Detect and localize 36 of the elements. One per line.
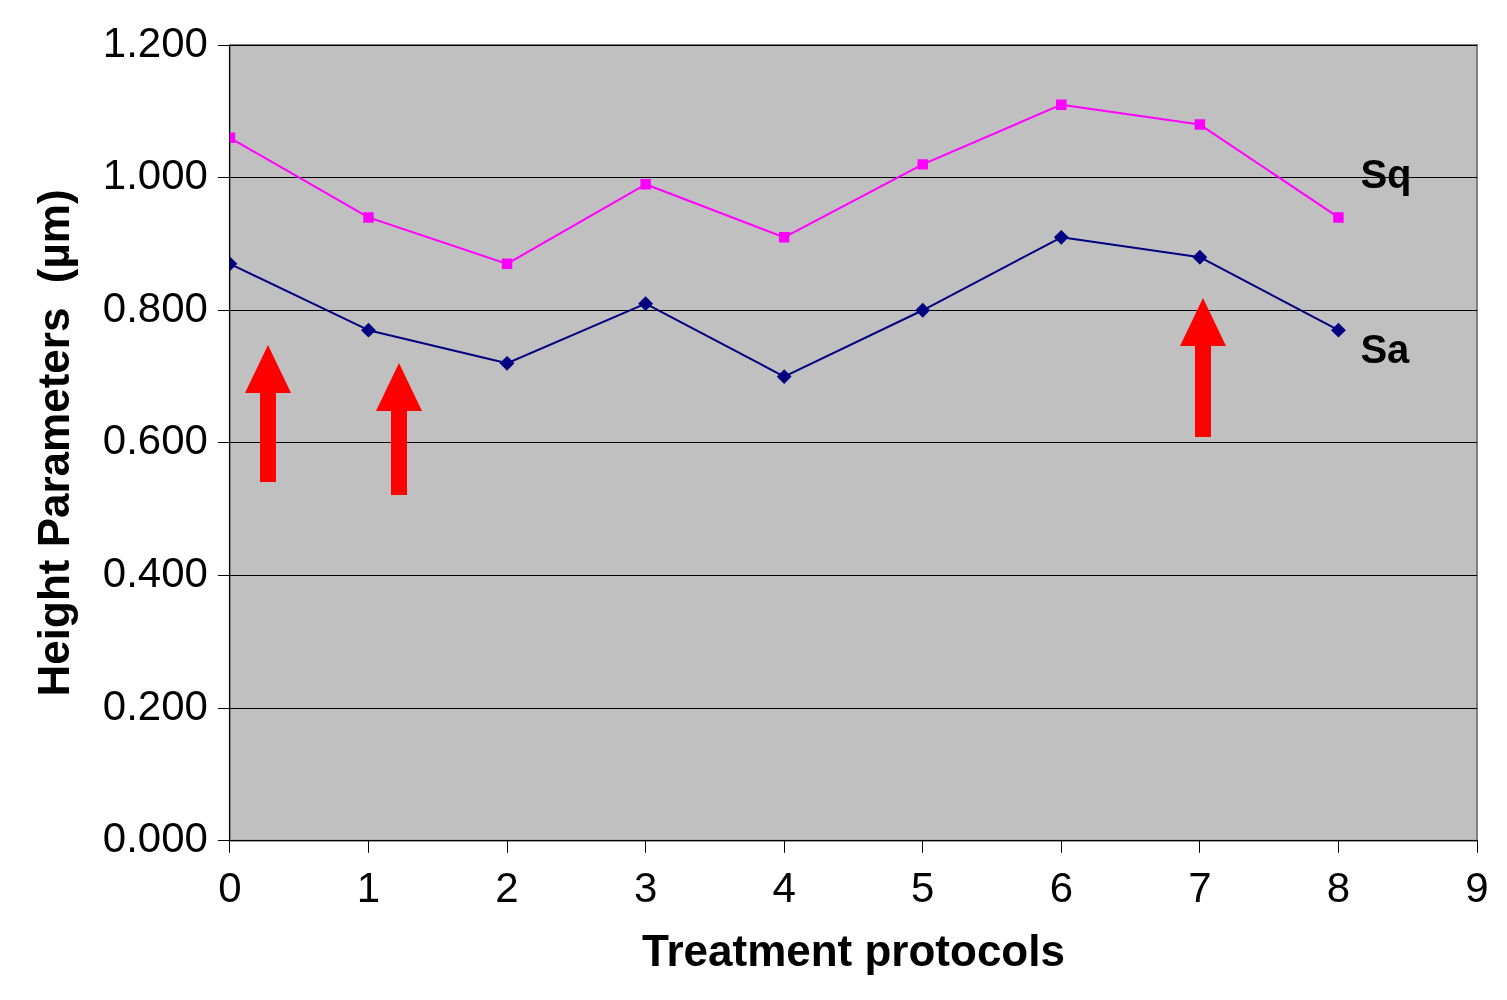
point (501, 258, 513, 270)
x-tick-label: 8 (1326, 863, 1351, 911)
y-tick-label: 1.200 (102, 18, 208, 66)
point (917, 159, 928, 170)
point (500, 356, 515, 371)
x-tick-label: 7 (1188, 863, 1212, 911)
point (640, 179, 651, 190)
point (777, 369, 792, 384)
x-tick-label: 4 (772, 863, 796, 911)
point (363, 212, 374, 223)
y-tick-label: 0.000 (102, 814, 208, 862)
y-tick-label: 1.000 (102, 151, 208, 199)
x-tick-label: 6 (1049, 863, 1073, 911)
y-tick-label: 0.200 (102, 681, 208, 729)
point (1056, 99, 1067, 110)
y-axis-title: Height Parameters (µm) (28, 189, 78, 697)
point (1331, 323, 1346, 338)
point (361, 323, 376, 338)
x-tick-label: 3 (633, 863, 658, 911)
point (1194, 119, 1206, 130)
point (915, 303, 930, 318)
y-tick-label: 0.600 (102, 416, 208, 464)
x-tick-label: 2 (495, 863, 519, 911)
y-tick-label: 0.400 (102, 549, 208, 597)
point (1054, 230, 1069, 245)
point (638, 296, 653, 311)
point (778, 232, 790, 243)
x-tick-label: 9 (1465, 863, 1489, 911)
series-label: Sa (1360, 327, 1411, 372)
x-tick-label: 0 (218, 863, 242, 911)
x-tick-label: 1 (356, 863, 381, 911)
x-tick-label: 5 (911, 863, 935, 911)
y-tick-label: 0.800 (102, 283, 208, 331)
point (1333, 212, 1344, 223)
point (1192, 250, 1207, 265)
x-axis-title: Treatment protocols (641, 925, 1065, 975)
